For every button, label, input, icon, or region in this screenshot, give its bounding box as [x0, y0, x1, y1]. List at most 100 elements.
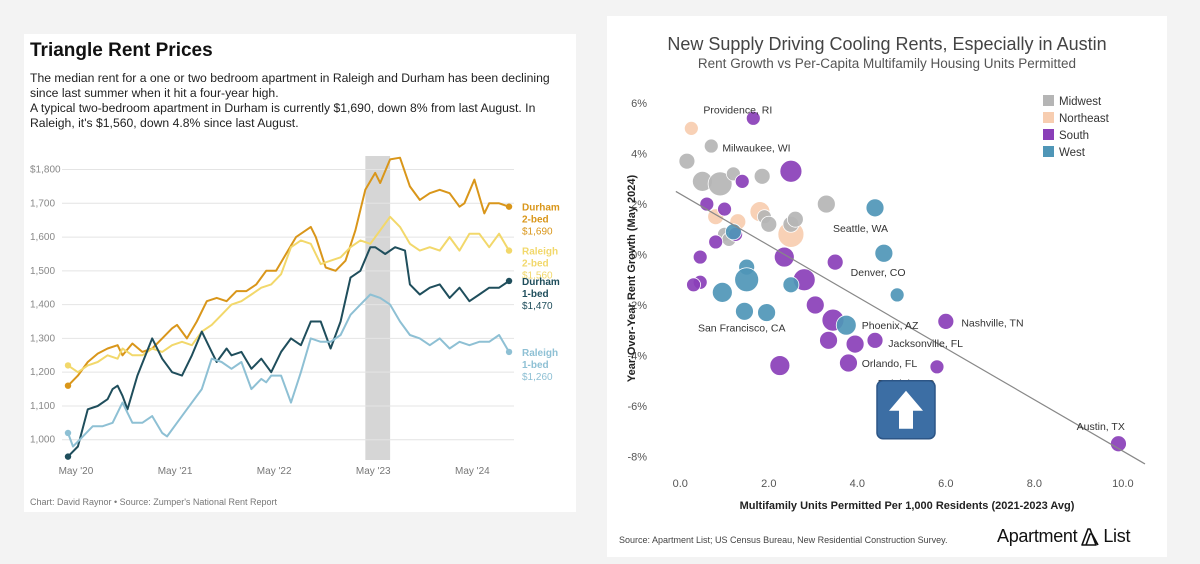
x-tick-label: 4.0	[850, 478, 865, 490]
y-tick-label: 1,100	[30, 401, 55, 412]
y-tick-label: 1,300	[30, 333, 55, 344]
metro-point	[835, 314, 857, 336]
metro-label: Providence, RI	[703, 104, 772, 116]
series-label: $1,560	[522, 271, 553, 282]
series-label: Durham	[522, 277, 560, 288]
metro-point	[845, 334, 865, 354]
metro-label: Nashville, TN	[961, 318, 1023, 330]
series-line	[67, 156, 510, 387]
metro-point	[819, 330, 838, 350]
legend-swatch	[1043, 129, 1054, 140]
y-tick-label: $1,800	[30, 165, 61, 176]
legend-label: West	[1059, 147, 1086, 159]
legend-label: South	[1059, 130, 1089, 142]
description-line: A typical two-bedroom apartment in Durha…	[30, 101, 536, 130]
metro-point	[929, 359, 945, 375]
metro-label: Orlando, FL	[862, 358, 918, 370]
metro-point	[757, 303, 776, 322]
y-tick-label: -4%	[627, 350, 647, 362]
up-arrow-icon	[876, 379, 936, 440]
metro-point	[678, 152, 696, 170]
metro-point	[711, 281, 733, 303]
metro-label: Seattle, WA	[833, 223, 888, 235]
highlight-band	[365, 156, 391, 460]
series-end-point	[505, 277, 513, 285]
metro-point	[937, 312, 955, 330]
x-tick-label: 0.0	[673, 478, 688, 490]
y-tick-label: 6%	[631, 98, 647, 110]
scatter-chart: New Supply Driving Cooling Rents, Especi…	[626, 34, 1146, 512]
series-label: Durham	[522, 203, 560, 214]
metro-point	[866, 331, 884, 349]
y-tick-label: 4%	[631, 149, 647, 161]
metro-point	[753, 167, 771, 185]
metro-point	[889, 287, 905, 303]
metro-label: Milwaukee, WI	[722, 142, 790, 154]
metro-point	[865, 198, 885, 218]
series-label: $1,690	[522, 227, 553, 238]
series-line	[67, 293, 510, 448]
metro-point	[1110, 435, 1127, 453]
metro-label: Phoenix, AZ	[862, 320, 919, 332]
legend-swatch	[1043, 95, 1054, 106]
y-tick-label: 1,600	[30, 232, 55, 243]
brand-name-left: Apartment	[997, 526, 1078, 546]
series-label: 1-bed	[522, 289, 549, 300]
x-tick-label: May '23	[356, 466, 391, 477]
metro-label: Denver, CO	[851, 267, 906, 279]
x-tick-label: 6.0	[938, 478, 953, 490]
x-axis-label: Multifamily Units Permitted Per 1,000 Re…	[740, 500, 1075, 512]
scatter-title: New Supply Driving Cooling Rents, Especi…	[667, 34, 1106, 54]
y-tick-label: 1,700	[30, 198, 55, 209]
metro-point	[779, 159, 803, 183]
chart-description: The median rent for a one or two bedroom…	[30, 71, 570, 131]
legend-label: Midwest	[1059, 96, 1102, 108]
series-end-point	[505, 348, 513, 356]
metro-point	[735, 301, 754, 321]
series-label: 1-bed	[522, 360, 549, 371]
description-line: The median rent for a one or two bedroom…	[30, 71, 550, 100]
trend-line	[675, 190, 1146, 465]
series-end-point	[505, 203, 513, 210]
metro-point	[734, 267, 760, 293]
metro-point	[692, 249, 708, 265]
scatter-panel: New Supply Driving Cooling Rents, Especi…	[607, 16, 1167, 557]
x-tick-label: 10.0	[1112, 478, 1133, 490]
metro-point	[826, 253, 844, 271]
metro-point	[786, 210, 804, 228]
series-label: Raleigh	[522, 348, 558, 359]
metro-point	[874, 243, 894, 263]
series-label: $1,260	[522, 372, 553, 383]
scatter-legend: Midwest Northeast South West	[1043, 95, 1110, 159]
y-axis-label: Year-Over-Year Rent Growth (May 2024)	[626, 175, 638, 383]
series-start-point	[64, 453, 72, 460]
metro-point	[686, 277, 701, 293]
x-tick-label: May '22	[257, 466, 292, 477]
series-start-point	[64, 429, 72, 437]
chart-title: Triangle Rent Prices	[30, 40, 213, 61]
metro-point	[745, 110, 761, 126]
y-tick-label: 1,200	[30, 367, 55, 378]
x-tick-label: 8.0	[1027, 478, 1042, 490]
metro-point	[703, 138, 719, 154]
brand-logo: Apartment List	[997, 526, 1130, 547]
metro-label: Jacksonville, FL	[888, 338, 963, 350]
legend-swatch	[1043, 146, 1054, 157]
metro-point	[805, 295, 825, 315]
y-tick-label: 1,500	[30, 266, 55, 277]
series-label: 2-bed	[522, 259, 549, 270]
y-tick-label: 0%	[631, 250, 647, 262]
metro-point	[683, 120, 699, 136]
y-tick-label: 2%	[631, 199, 647, 211]
y-tick-label: -6%	[627, 401, 647, 413]
metro-point	[816, 194, 836, 214]
metro-label: Austin, TX	[1077, 421, 1125, 433]
y-tick-label: 1,400	[30, 300, 55, 311]
x-tick-label: May '21	[158, 466, 193, 477]
y-tick-label: -2%	[627, 300, 647, 312]
series-label: 2-bed	[522, 215, 549, 226]
brand-mark-icon	[1081, 527, 1100, 546]
series-end-point	[505, 247, 513, 254]
scatter-subtitle: Rent Growth vs Per-Capita Multifamily Ho…	[698, 56, 1076, 71]
metro-point	[708, 234, 724, 250]
